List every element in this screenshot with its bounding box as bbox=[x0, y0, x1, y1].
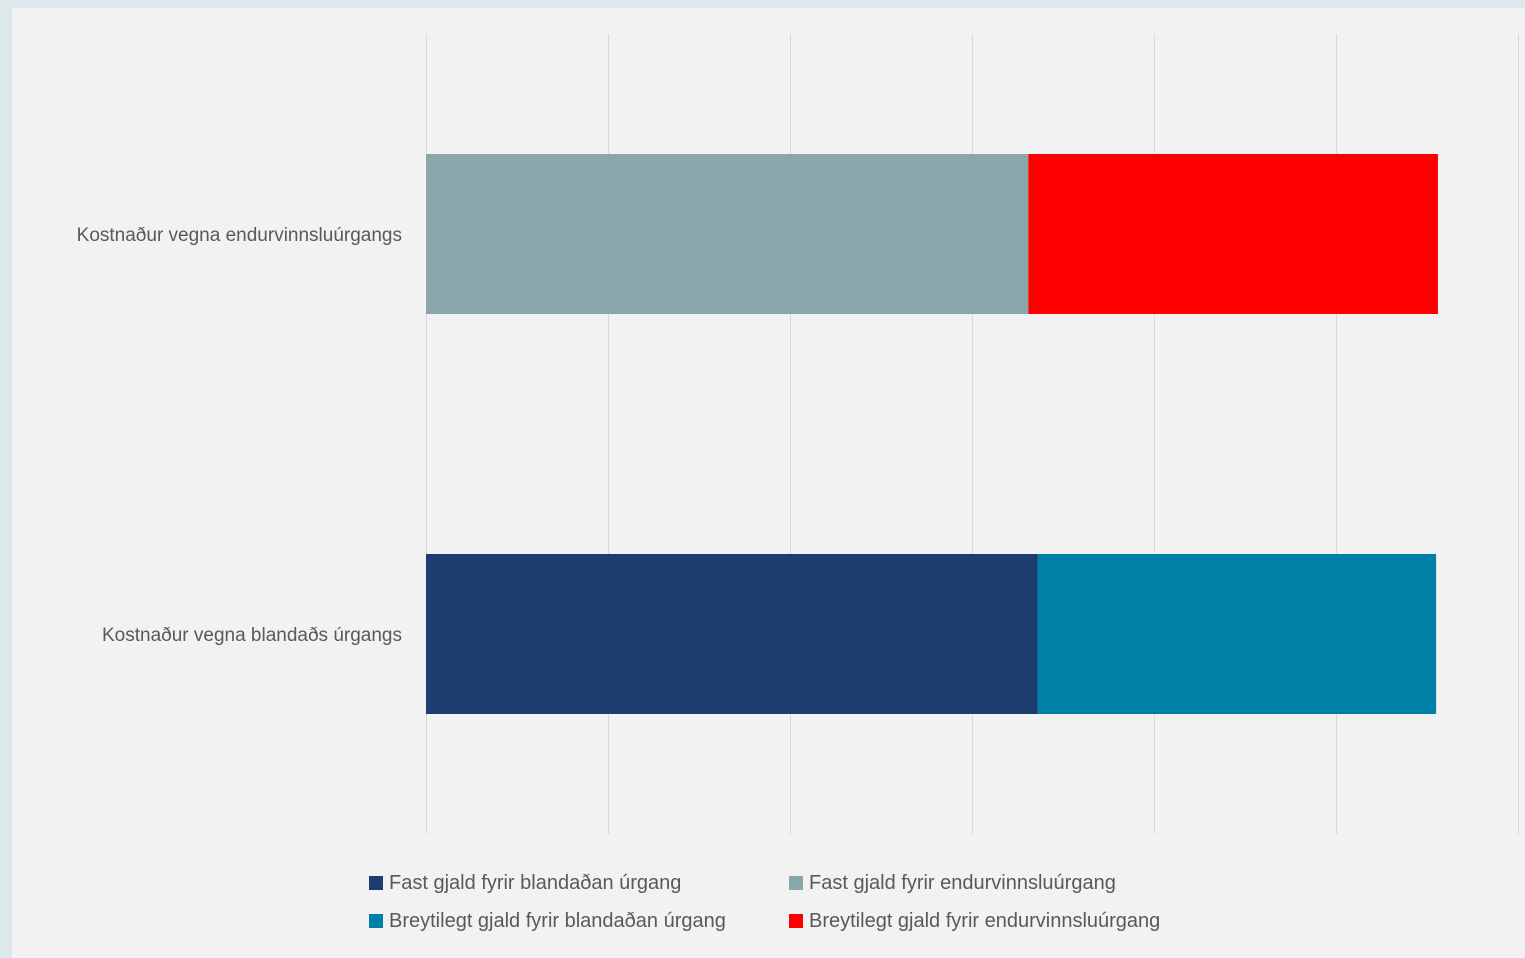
legend-swatch bbox=[789, 876, 803, 890]
legend-item-fixed-mixed: Fast gjald fyrir blandaðan úrgang bbox=[369, 870, 789, 896]
bar-segment bbox=[1028, 154, 1438, 314]
bars bbox=[426, 154, 1438, 714]
chart-panel: Kostnaður vegna endurvinnsluúrgangs Kostn… bbox=[12, 8, 1525, 958]
legend-item-variable-mixed: Breytilegt gjald fyrir blandaðan úrgang bbox=[369, 908, 789, 934]
bar-segment bbox=[1037, 554, 1437, 714]
bar-segment bbox=[426, 154, 1029, 314]
legend-swatch bbox=[369, 876, 383, 890]
legend-label: Breytilegt gjald fyrir endurvinnsluúrgan… bbox=[809, 909, 1161, 932]
category-label: Kostnaður vegna blandaðs úrgangs bbox=[102, 625, 402, 646]
legend-swatch bbox=[369, 914, 383, 928]
category-label: Kostnaður vegna endurvinnsluúrgangs bbox=[77, 225, 402, 246]
legend-item-variable-recycling: Breytilegt gjald fyrir endurvinnsluúrgan… bbox=[789, 908, 1209, 934]
legend: Fast gjald fyrir blandaðan úrgang Fast g… bbox=[369, 870, 1209, 934]
legend-label: Fast gjald fyrir endurvinnsluúrgang bbox=[809, 871, 1116, 894]
legend-item-fixed-recycling: Fast gjald fyrir endurvinnsluúrgang bbox=[789, 870, 1209, 896]
bar-chart: Kostnaður vegna endurvinnsluúrgangs Kostn… bbox=[77, 34, 1519, 834]
legend-label: Fast gjald fyrir blandaðan úrgang bbox=[389, 871, 682, 894]
legend-label: Breytilegt gjald fyrir blandaðan úrgang bbox=[389, 909, 726, 932]
bar-segment bbox=[426, 554, 1038, 714]
legend-swatch bbox=[789, 914, 803, 928]
category-labels: Kostnaður vegna endurvinnsluúrgangs Kostn… bbox=[77, 225, 402, 646]
